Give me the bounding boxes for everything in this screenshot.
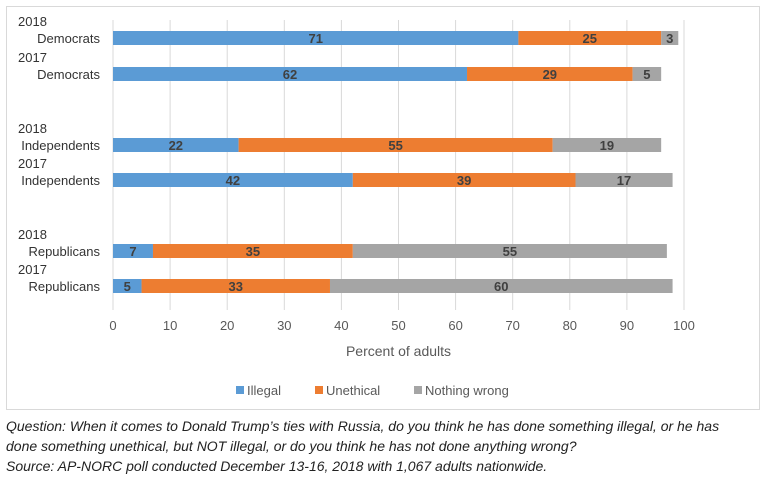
data-label: 35 bbox=[246, 244, 260, 259]
x-tick-label: 80 bbox=[563, 318, 577, 333]
bar-segment bbox=[113, 138, 239, 152]
category-group-label: Independents bbox=[21, 173, 100, 188]
data-label: 19 bbox=[600, 138, 614, 153]
data-label: 22 bbox=[169, 138, 183, 153]
category-year-label: 2017 bbox=[18, 262, 47, 277]
chart-frame bbox=[6, 6, 760, 410]
bar-segment bbox=[113, 173, 353, 187]
question-note: Question: When it comes to Donald Trump’… bbox=[6, 416, 719, 456]
legend-label: Unethical bbox=[326, 383, 380, 398]
x-tick-label: 60 bbox=[448, 318, 462, 333]
bar-segment bbox=[113, 279, 142, 293]
bar-segment bbox=[238, 138, 553, 152]
source-note: Source: AP-NORC poll conducted December … bbox=[6, 458, 548, 474]
category-year-label: 2018 bbox=[18, 14, 47, 29]
category-year-label: 2018 bbox=[18, 227, 47, 242]
data-label: 62 bbox=[283, 67, 297, 82]
data-label: 55 bbox=[503, 244, 517, 259]
question-line-1: Question: When it comes to Donald Trump’… bbox=[6, 418, 720, 434]
x-tick-label: 10 bbox=[163, 318, 177, 333]
category-group-label: Independents bbox=[21, 138, 100, 153]
x-tick-label: 100 bbox=[673, 318, 695, 333]
bar-segment bbox=[575, 173, 673, 187]
x-tick-label: 40 bbox=[334, 318, 348, 333]
x-tick-label: 90 bbox=[620, 318, 634, 333]
bar-segment bbox=[329, 279, 673, 293]
bar-segment bbox=[632, 67, 662, 81]
bar-segment bbox=[352, 173, 576, 187]
legend-label: Nothing wrong bbox=[425, 383, 509, 398]
bar-segment bbox=[113, 31, 519, 45]
data-label: 5 bbox=[124, 279, 131, 294]
category-group-label: Republicans bbox=[28, 244, 100, 259]
x-tick-label: 20 bbox=[220, 318, 234, 333]
bar-segment bbox=[552, 138, 662, 152]
data-label: 71 bbox=[308, 31, 322, 46]
x-axis-title: Percent of adults bbox=[346, 343, 451, 359]
x-tick-label: 50 bbox=[391, 318, 405, 333]
bar-segment bbox=[152, 244, 353, 258]
data-label: 42 bbox=[226, 173, 240, 188]
data-label: 60 bbox=[494, 279, 508, 294]
x-tick-label: 30 bbox=[277, 318, 291, 333]
category-year-label: 2017 bbox=[18, 50, 47, 65]
data-label: 33 bbox=[229, 279, 243, 294]
question-line-2: done something unethical, but NOT illega… bbox=[6, 438, 577, 454]
bar-segment bbox=[141, 279, 330, 293]
data-label: 55 bbox=[388, 138, 402, 153]
category-year-label: 2017 bbox=[18, 156, 47, 171]
data-label: 17 bbox=[617, 173, 631, 188]
data-label: 29 bbox=[543, 67, 557, 82]
bar-segment bbox=[518, 31, 662, 45]
x-tick-label: 70 bbox=[505, 318, 519, 333]
category-group-label: Democrats bbox=[37, 31, 100, 46]
category-group-label: Republicans bbox=[28, 279, 100, 294]
legend-swatch bbox=[236, 386, 244, 394]
data-label: 5 bbox=[643, 67, 650, 82]
bar-segment bbox=[661, 31, 679, 45]
bar-segment bbox=[113, 244, 153, 258]
bar-segment bbox=[113, 67, 468, 81]
legend-swatch bbox=[315, 386, 323, 394]
bar-segment bbox=[467, 67, 633, 81]
data-label: 7 bbox=[129, 244, 136, 259]
category-group-label: Democrats bbox=[37, 67, 100, 82]
x-tick-label: 0 bbox=[109, 318, 116, 333]
data-label: 25 bbox=[583, 31, 597, 46]
category-year-label: 2018 bbox=[18, 121, 47, 136]
bar-segment bbox=[352, 244, 667, 258]
legend-swatch bbox=[414, 386, 422, 394]
legend-label: Illegal bbox=[247, 383, 281, 398]
data-label: 3 bbox=[666, 31, 673, 46]
data-label: 39 bbox=[457, 173, 471, 188]
